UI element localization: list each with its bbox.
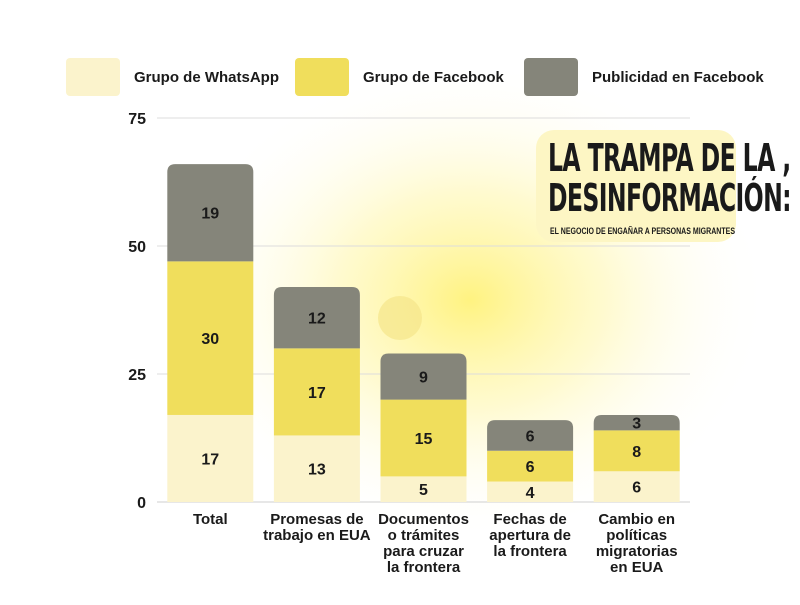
data-label-1-0: 13 bbox=[308, 462, 326, 479]
x-tick-label-0-line-0: Total bbox=[193, 511, 228, 528]
bar-2-series-2 bbox=[380, 353, 467, 400]
x-tick-label-4-line-3: en EUA bbox=[610, 559, 664, 576]
bar-0-series-1 bbox=[167, 261, 254, 415]
data-label-1-1: 17 bbox=[308, 385, 326, 402]
y-tick-label-25: 25 bbox=[128, 367, 146, 384]
data-label-2-0: 5 bbox=[419, 482, 428, 499]
legend-swatch-facebook-group bbox=[295, 58, 349, 96]
data-label-4-1: 8 bbox=[632, 444, 641, 461]
legend-label-facebook-ads: Publicidad en Facebook bbox=[592, 68, 764, 86]
x-tick-label-1-line-1: trabajo en EUA bbox=[263, 527, 371, 544]
data-label-2-1: 15 bbox=[415, 431, 433, 448]
title-badge: LA TRAMPA DE LA , DESINFORMACIÓN: EL NEG… bbox=[536, 130, 792, 242]
bar-2-series-0 bbox=[380, 476, 467, 502]
bar-1-series-1 bbox=[273, 348, 360, 436]
x-tick-label-2-line-2: para cruzar bbox=[383, 543, 464, 560]
bars bbox=[167, 164, 680, 502]
bar-3-series-1 bbox=[487, 450, 574, 482]
x-tick-label-1-line-0: Promesas de bbox=[270, 511, 363, 528]
legend-swatch-facebook-ads bbox=[524, 58, 578, 96]
badge-title-line-2: DESINFORMACIÓN: bbox=[548, 176, 792, 220]
legend-item-facebook-ads: Publicidad en Facebook bbox=[524, 58, 764, 96]
decorative-circle bbox=[378, 296, 422, 340]
legend-item-whatsapp: Grupo de WhatsApp bbox=[66, 58, 279, 96]
legend-label-facebook-group: Grupo de Facebook bbox=[363, 68, 504, 86]
data-label-0-2: 19 bbox=[201, 206, 219, 223]
data-label-4-0: 6 bbox=[632, 480, 641, 497]
bar-1-series-0 bbox=[273, 435, 360, 502]
data-label-1-2: 12 bbox=[308, 311, 326, 328]
labels: 0 25 50 75 17 30 19 Total 13 17 12 Promesas detraba… bbox=[128, 111, 677, 576]
legend-swatch-whatsapp bbox=[66, 58, 120, 96]
x-tick-label-4-line-1: políticas bbox=[606, 527, 667, 544]
data-label-0-0: 17 bbox=[201, 451, 219, 468]
x-tick-label-3-line-1: apertura de bbox=[489, 527, 571, 544]
x-tick-label-3-line-2: la frontera bbox=[493, 543, 567, 560]
bar-3-series-2 bbox=[487, 420, 574, 451]
data-label-0-1: 30 bbox=[201, 331, 219, 348]
bar-4-series-2 bbox=[593, 414, 680, 431]
data-label-2-2: 9 bbox=[419, 370, 428, 387]
bar-3-series-0 bbox=[487, 481, 574, 502]
x-tick-label-2-line-1: o trámites bbox=[388, 527, 460, 544]
bar-2-series-1 bbox=[380, 399, 467, 477]
bar-4-series-1 bbox=[593, 430, 680, 472]
bar-0-series-0 bbox=[167, 414, 254, 502]
data-label-3-2: 6 bbox=[526, 428, 535, 445]
badge-subtitle: EL NEGOCIO DE ENGAÑAR A PERSONAS MIGRANT… bbox=[550, 226, 736, 236]
data-label-3-0: 4 bbox=[526, 485, 535, 502]
x-tick-label-4-line-2: migratorias bbox=[596, 543, 678, 560]
data-label-4-2: 3 bbox=[632, 416, 641, 433]
bar-0-series-2 bbox=[167, 164, 254, 262]
legend-item-facebook-group: Grupo de Facebook bbox=[295, 58, 504, 96]
data-label-3-1: 6 bbox=[526, 459, 535, 476]
x-tick-label-2-line-3: la frontera bbox=[387, 559, 461, 576]
y-tick-label-75: 75 bbox=[128, 111, 146, 128]
x-tick-label-2-line-0: Documentos bbox=[378, 511, 469, 528]
y-tick-label-0: 0 bbox=[137, 495, 146, 512]
x-tick-label-4-line-0: Cambio en bbox=[598, 511, 675, 528]
legend-label-whatsapp: Grupo de WhatsApp bbox=[134, 68, 279, 86]
bar-4-series-0 bbox=[593, 471, 680, 502]
badge-title-line-1: LA TRAMPA DE LA , bbox=[548, 136, 791, 180]
y-tick-label-50: 50 bbox=[128, 239, 146, 256]
bar-1-series-2 bbox=[273, 286, 360, 349]
x-tick-label-3-line-0: Fechas de bbox=[493, 511, 566, 528]
